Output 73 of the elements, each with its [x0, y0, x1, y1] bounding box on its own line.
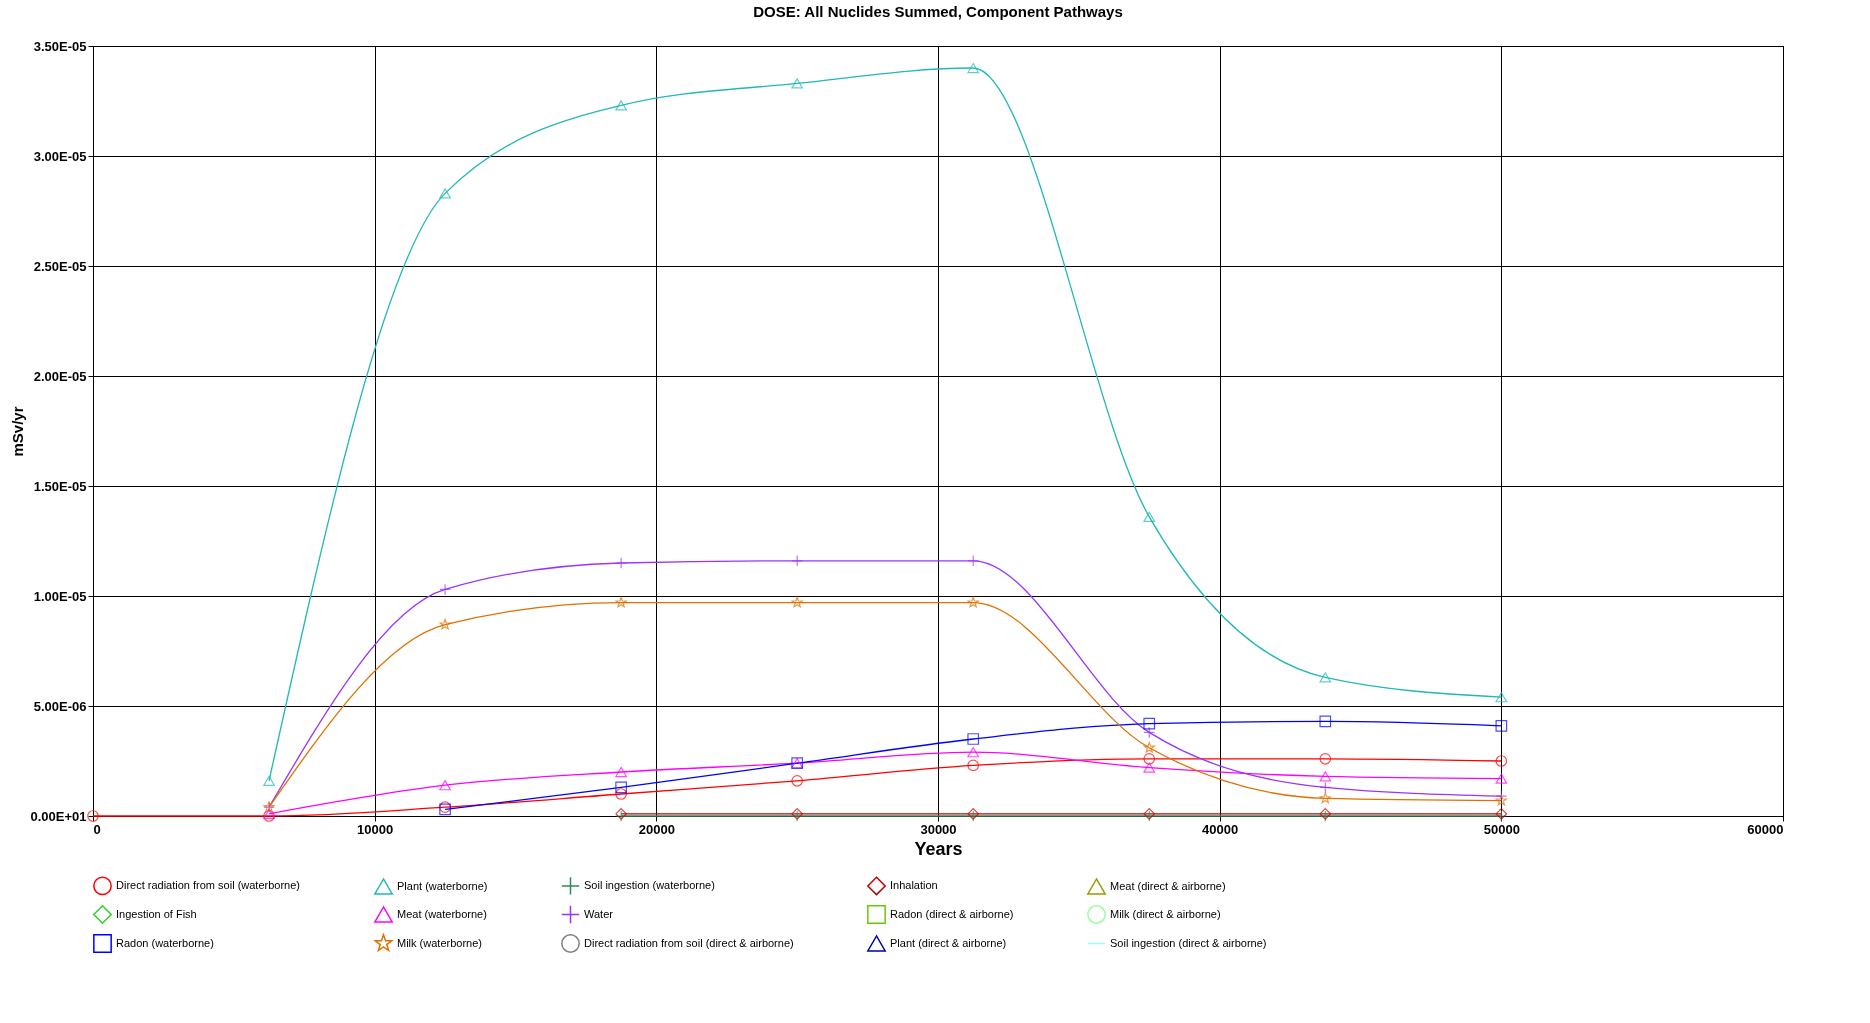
x-tick-label: 20000 — [638, 821, 675, 837]
legend-label: Direct radiation from soil (waterborne) — [116, 878, 301, 891]
chart-title: DOSE: All Nuclides Summed, Component Pathways — [753, 3, 1123, 20]
point — [87, 810, 99, 822]
x-tick-label: 40000 — [1202, 821, 1239, 837]
point — [791, 78, 804, 89]
point — [1319, 792, 1331, 804]
x-tick-label: 10000 — [357, 821, 394, 837]
y-tick-label: 0.00E+01 — [30, 808, 87, 824]
x-tick-label: 30000 — [920, 821, 957, 837]
point — [1495, 794, 1507, 806]
point — [967, 759, 980, 772]
point — [439, 583, 451, 596]
legend-label: Radon (waterborne) — [116, 936, 214, 949]
point — [1143, 741, 1155, 753]
point — [1143, 752, 1156, 765]
point — [1143, 726, 1156, 739]
legend-label: Direct radiation from soil (direct & airborne) — [584, 936, 794, 949]
y-tick-label: 1.50E-05 — [33, 478, 87, 494]
point — [967, 62, 980, 74]
point — [1319, 752, 1332, 765]
point — [791, 554, 804, 567]
point — [1143, 762, 1156, 773]
point — [615, 596, 627, 608]
point — [615, 557, 627, 569]
point — [1319, 781, 1332, 794]
point — [1495, 773, 1508, 784]
point — [1495, 790, 1508, 803]
point — [263, 775, 275, 786]
point — [1319, 672, 1332, 683]
point — [439, 618, 451, 630]
point — [1143, 717, 1156, 730]
y-axis-title: mSv/yr — [9, 406, 27, 457]
y-tick-label: 2.00E-05 — [33, 368, 87, 384]
y-tick-label: 2.50E-05 — [33, 258, 87, 274]
point — [967, 747, 980, 758]
point — [967, 596, 979, 608]
legend-label: Soil ingestion (waterborne) — [584, 878, 715, 891]
x-axis-title: Years — [914, 838, 963, 859]
x-tick-label: 50000 — [1483, 821, 1520, 837]
legend-label: Plant (direct & airborne) — [890, 936, 1007, 949]
point — [791, 774, 804, 787]
point — [1495, 719, 1508, 732]
legend-label: Meat (waterborne) — [397, 907, 487, 920]
point — [967, 733, 980, 745]
point — [1143, 511, 1156, 522]
point — [1319, 771, 1332, 782]
y-tick-label: 5.00E-06 — [33, 698, 87, 714]
legend-label: Meat (direct & airborne) — [1110, 879, 1226, 892]
point — [1495, 755, 1508, 767]
point — [615, 788, 627, 800]
point — [615, 100, 627, 111]
point — [615, 766, 627, 778]
legend-label: Plant (waterborne) — [397, 879, 488, 892]
legend-label: Milk (direct & airborne) — [1110, 907, 1221, 920]
x-tick-label: 0 — [93, 821, 101, 837]
legend-label: Water — [584, 907, 614, 920]
y-tick-label: 1.00E-05 — [33, 588, 87, 604]
y-tick-label: 3.50E-05 — [33, 38, 87, 54]
point — [791, 596, 803, 608]
legend-label: Radon (direct & airborne) — [890, 907, 1014, 920]
legend-label: Milk (waterborne) — [397, 936, 482, 949]
point — [439, 188, 451, 199]
x-tick-label: 60000 — [1747, 821, 1784, 837]
legend-label: Inhalation — [890, 878, 938, 891]
y-tick-label: 3.00E-05 — [33, 148, 87, 164]
point — [1319, 715, 1332, 728]
point — [615, 781, 627, 794]
point — [439, 780, 451, 791]
point — [1495, 692, 1508, 703]
point — [967, 554, 980, 567]
legend-label: Soil ingestion (direct & airborne) — [1110, 936, 1267, 949]
legend-label: Ingestion of Fish — [116, 907, 197, 920]
